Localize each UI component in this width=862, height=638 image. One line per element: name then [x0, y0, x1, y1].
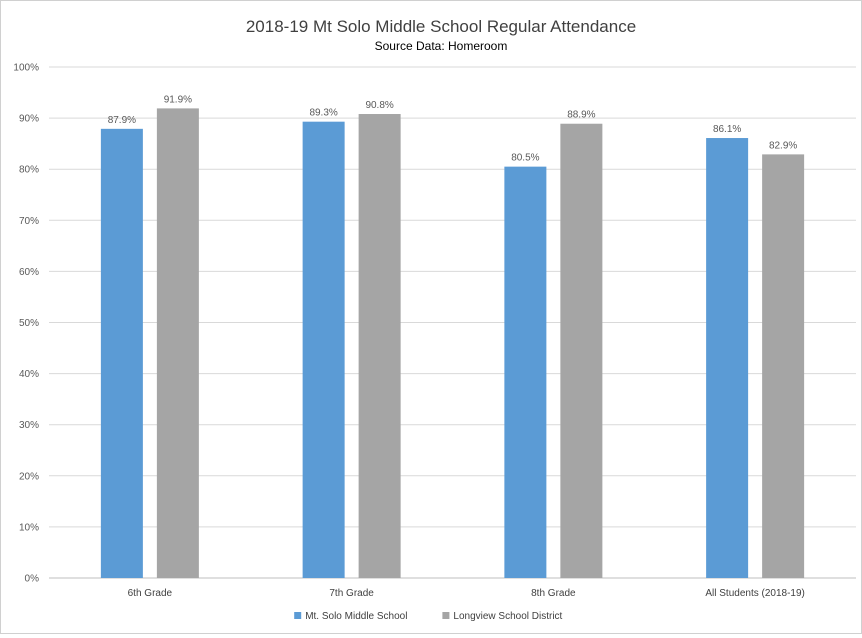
bar-school: [302, 121, 345, 578]
data-label: 88.9%: [567, 110, 595, 121]
y-axis-ticks: 0% 10% 20% 30% 40% 50% 60% 70% 80% 90% 100%: [13, 63, 39, 585]
y-tick-label: 70%: [19, 216, 39, 227]
y-tick-label: 60%: [19, 267, 39, 278]
data-label: 90.8%: [365, 100, 393, 111]
bar-district: [358, 114, 401, 579]
data-label: 87.9%: [108, 115, 136, 126]
bar-school: [504, 166, 547, 578]
bar-school: [100, 128, 143, 578]
data-label: 91.9%: [164, 94, 192, 105]
bar-district: [560, 123, 603, 578]
y-tick-label: 50%: [19, 318, 39, 329]
y-tick-label: 100%: [13, 63, 39, 74]
legend-swatch: [294, 612, 302, 619]
x-category-label: 6th Grade: [128, 588, 173, 599]
y-tick-label: 10%: [19, 522, 39, 533]
x-category-label: 7th Grade: [329, 588, 374, 599]
bars: [100, 108, 805, 579]
data-label: 86.1%: [713, 124, 741, 135]
y-tick-label: 30%: [19, 420, 39, 431]
chart-subtitle: Source Data: Homeroom: [375, 39, 508, 53]
legend-swatch: [442, 612, 450, 619]
x-category-label: All Students (2018-19): [705, 588, 805, 599]
legend-label: Longview School District: [453, 611, 562, 622]
x-axis-categories: 6th Grade 7th Grade 8th Grade All Students …: [128, 588, 805, 599]
y-tick-label: 0%: [25, 574, 40, 585]
data-labels: 87.9% 91.9% 89.3% 90.8% 80.5% 88.9% 86.1% 82.9%: [108, 94, 798, 163]
data-label: 82.9%: [769, 140, 797, 151]
y-tick-label: 80%: [19, 165, 39, 176]
y-tick-label: 90%: [19, 114, 39, 125]
bar-school: [706, 138, 749, 579]
legend: Mt. Solo Middle School Longview School Di…: [294, 611, 563, 622]
data-label: 80.5%: [511, 153, 539, 164]
y-tick-label: 40%: [19, 369, 39, 380]
y-tick-label: 20%: [19, 471, 39, 482]
chart-title: 2018-19 Mt Solo Middle School Regular At…: [246, 17, 636, 36]
bar-district: [762, 154, 805, 579]
x-category-label: 8th Grade: [531, 588, 576, 599]
data-label: 89.3%: [309, 108, 337, 119]
bar-district: [156, 108, 199, 579]
legend-label: Mt. Solo Middle School: [305, 611, 407, 622]
